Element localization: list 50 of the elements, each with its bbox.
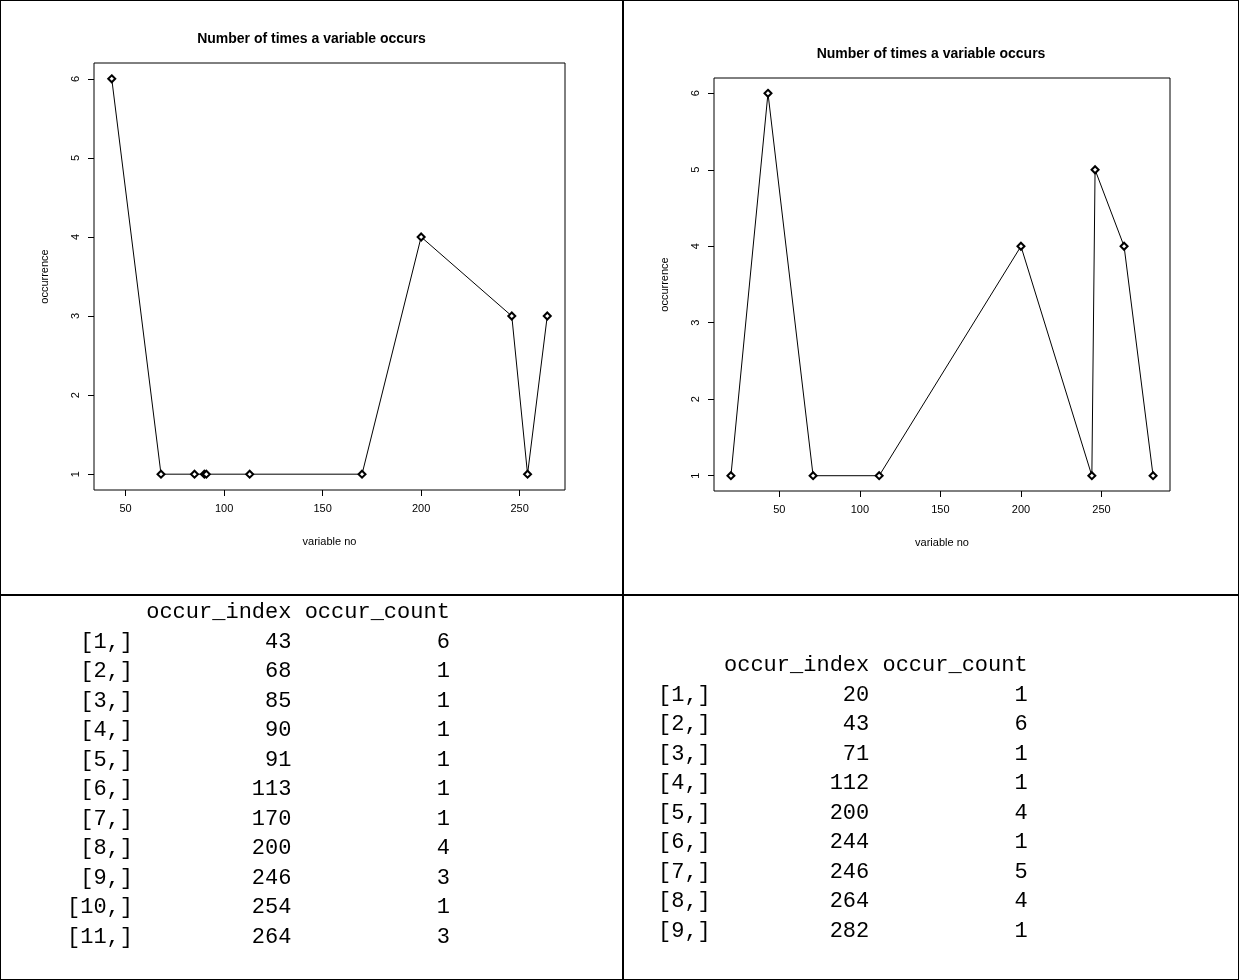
text: occur_index occur_count — [146, 600, 450, 625]
text: [3,] 85 1 — [80, 688, 450, 714]
text: [8,] 264 4 — [658, 889, 1028, 914]
text: [4,] 112 1 — [658, 771, 1028, 796]
text: [11,] 264 3 — [67, 924, 450, 950]
y-tick-label: 6 — [68, 75, 81, 82]
x-axis-title: variable no — [302, 534, 357, 547]
text: [2,] 68 1 — [80, 659, 450, 684]
text: [9,] 246 3 — [80, 865, 450, 891]
x-tick-label: 150 — [313, 501, 332, 514]
x-tick-label: 50 — [119, 501, 132, 514]
text: [3,] 71 1 — [658, 741, 1028, 767]
text: [10,] 254 1 — [67, 895, 450, 920]
text: [5,] 200 4 — [658, 800, 1028, 826]
x-axis-title: variable no — [915, 535, 969, 548]
text: [2,] 43 6 — [658, 712, 1028, 737]
x-tick-label: 200 — [1011, 502, 1031, 515]
x-tick-label: 200 — [411, 501, 431, 514]
y-tick-label: 4 — [688, 243, 701, 250]
x-tick-label: 100 — [850, 502, 869, 515]
y-tick-label: 3 — [688, 319, 701, 326]
y-tick-label: 2 — [688, 396, 701, 403]
text: [7,] 246 5 — [658, 859, 1028, 885]
x-tick-label: 250 — [1092, 502, 1111, 515]
text: [1,] 20 1 — [658, 682, 1028, 708]
y-tick-label: 1 — [68, 471, 81, 478]
chart-title: Number of times a variable occurs — [197, 30, 427, 46]
y-tick-label: 2 — [68, 392, 81, 399]
x-tick-label: 150 — [931, 502, 950, 515]
y-tick-label: 6 — [688, 90, 701, 97]
text: [7,] 170 1 — [80, 806, 450, 832]
text: [8,] 200 4 — [80, 836, 450, 861]
chart-title: Number of times a variable occurs — [816, 45, 1046, 61]
text: [4,] 90 1 — [80, 718, 450, 743]
x-tick-label: 100 — [214, 501, 234, 514]
x-tick-label: 50 — [773, 502, 786, 515]
x-tick-label: 250 — [510, 501, 529, 514]
y-tick-label: 5 — [688, 166, 701, 173]
text: occur_index occur_count — [724, 653, 1028, 678]
text: [1,] 43 6 — [80, 629, 450, 655]
text: [9,] 282 1 — [658, 918, 1028, 944]
text: [6,] 113 1 — [80, 777, 450, 802]
y-tick-label: 4 — [68, 233, 81, 241]
y-tick-label: 1 — [688, 472, 701, 479]
y-axis-title: occurrence — [657, 257, 670, 312]
text: [5,] 91 1 — [80, 747, 450, 773]
text: [6,] 244 1 — [658, 830, 1028, 855]
y-tick-label: 5 — [68, 154, 81, 161]
y-tick-label: 3 — [68, 312, 81, 320]
y-axis-title: occurrence — [37, 249, 50, 304]
